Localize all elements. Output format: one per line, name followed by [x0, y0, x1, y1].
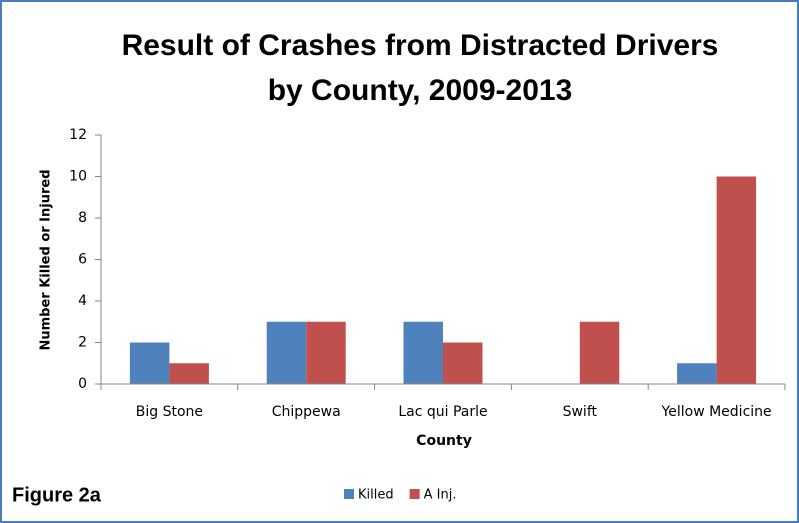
figure-label: Figure 2a	[12, 484, 102, 506]
x-tick-label: Chippewa	[272, 404, 341, 420]
bar	[169, 363, 209, 384]
y-tick-label: 10	[69, 169, 87, 185]
chart-title: Result of Crashes from Distracted Driver…	[122, 29, 719, 62]
legend-label: Killed	[358, 488, 394, 503]
legend-label: A Inj.	[424, 488, 457, 503]
y-tick-label: 0	[78, 376, 87, 392]
chart-title: by County, 2009-2013	[268, 74, 573, 107]
legend-swatch	[344, 489, 354, 499]
y-tick-label: 2	[78, 335, 87, 351]
bar	[677, 363, 717, 384]
y-tick-label: 8	[78, 210, 87, 226]
x-tick-label: Lac qui Parle	[398, 404, 487, 420]
y-tick-label: 12	[69, 127, 87, 143]
bar	[579, 321, 620, 384]
bar	[266, 321, 307, 384]
x-axis-label: County	[416, 433, 472, 449]
y-axis-label: Number Killed or Injured	[39, 169, 54, 350]
bar	[306, 321, 346, 384]
bar	[716, 176, 757, 384]
legend-swatch	[409, 489, 420, 499]
x-tick-label: Big Stone	[136, 404, 203, 420]
bar	[403, 321, 443, 384]
x-tick-label: Swift	[563, 404, 598, 420]
y-tick-label: 6	[78, 252, 87, 268]
y-tick-label: 4	[78, 293, 87, 309]
bar	[129, 342, 170, 384]
bar	[443, 342, 483, 384]
x-tick-label: Yellow Medicine	[661, 404, 772, 420]
